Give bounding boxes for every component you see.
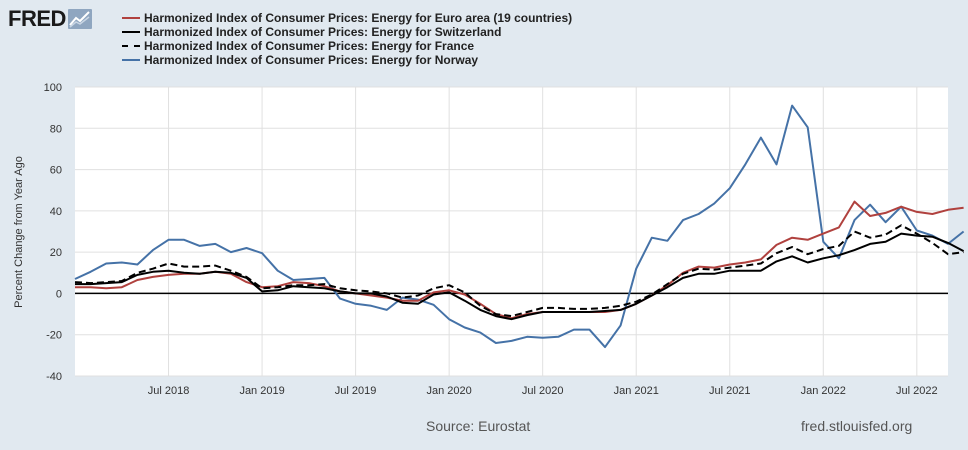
y-tick-label: 60 bbox=[50, 165, 62, 177]
x-tick-label: Jul 2019 bbox=[335, 385, 377, 397]
legend-label: Harmonized Index of Consumer Prices: Ene… bbox=[144, 25, 502, 39]
legend-swatch bbox=[122, 45, 140, 47]
x-tick-label: Jan 2022 bbox=[801, 385, 846, 397]
legend-swatch bbox=[122, 59, 140, 61]
x-tick-label: Jul 2018 bbox=[148, 385, 190, 397]
legend-item: Harmonized Index of Consumer Prices: Ene… bbox=[122, 25, 572, 39]
chart-line-icon bbox=[67, 9, 92, 29]
x-tick-label: Jul 2022 bbox=[896, 385, 938, 397]
legend-item: Harmonized Index of Consumer Prices: Ene… bbox=[122, 11, 572, 25]
legend-item: Harmonized Index of Consumer Prices: Ene… bbox=[122, 53, 572, 67]
legend-swatch bbox=[122, 17, 140, 19]
series-lines bbox=[74, 104, 965, 349]
y-axis-label: Percent Change from Year Ago bbox=[13, 156, 25, 308]
x-tick-label: Jan 2020 bbox=[427, 385, 472, 397]
y-tick-label: -20 bbox=[46, 330, 62, 342]
fred-logo[interactable]: FRED bbox=[8, 6, 92, 32]
legend-label: Harmonized Index of Consumer Prices: Ene… bbox=[144, 11, 573, 25]
x-tick-label: Jul 2020 bbox=[522, 385, 564, 397]
fred-site-link[interactable]: fred.stlouisfed.org bbox=[801, 418, 913, 434]
y-tick-label: 40 bbox=[50, 206, 62, 218]
series-line-1 bbox=[75, 232, 965, 321]
y-tick-label: -40 bbox=[46, 371, 62, 383]
chart-legend: Harmonized Index of Consumer Prices: Ene… bbox=[122, 11, 572, 67]
fred-logo-text: FRED bbox=[8, 6, 66, 31]
x-tick-label: Jan 2021 bbox=[614, 385, 659, 397]
y-tick-label: 80 bbox=[50, 123, 62, 135]
legend-label: Harmonized Index of Consumer Prices: Ene… bbox=[144, 39, 475, 53]
x-axis-ticks: Jul 2018 Jan 2019 Jul 2019 Jan 2020 Jul 2020… bbox=[148, 385, 938, 397]
x-tick-label: Jul 2021 bbox=[709, 385, 751, 397]
plot-area bbox=[75, 87, 948, 376]
series-line-2 bbox=[74, 224, 964, 318]
y-axis-ticks: -40 -20 0 20 40 60 80 100 bbox=[44, 82, 62, 383]
y-tick-label: 100 bbox=[44, 82, 62, 94]
series-line-3 bbox=[74, 104, 965, 349]
y-tick-label: 0 bbox=[56, 288, 62, 300]
y-tick-label: 20 bbox=[50, 247, 62, 259]
legend-label: Harmonized Index of Consumer Prices: Ene… bbox=[144, 53, 479, 67]
legend-item: Harmonized Index of Consumer Prices: Ene… bbox=[122, 39, 572, 53]
source-note: Source: Eurostat bbox=[426, 418, 531, 434]
legend-swatch bbox=[122, 31, 140, 33]
x-tick-label: Jan 2019 bbox=[239, 385, 284, 397]
